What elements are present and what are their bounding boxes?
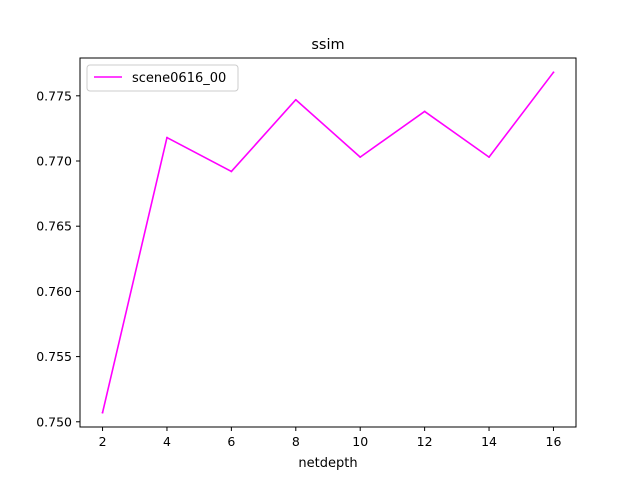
x-tick-label: 2 <box>99 434 107 449</box>
data-point <box>552 71 555 74</box>
y-tick-label: 0.770 <box>36 154 72 169</box>
y-axis: 0.750 0.755 0.760 0.765 0.770 0.775 <box>36 88 80 429</box>
x-tick-label: 12 <box>417 434 433 449</box>
data-point <box>294 98 297 101</box>
data-point <box>230 170 233 173</box>
legend-box <box>86 64 239 92</box>
series-line-0 <box>101 71 555 414</box>
x-tick-label: 14 <box>481 434 497 449</box>
y-tick-label: 0.760 <box>36 284 72 299</box>
y-tick-label: 0.750 <box>36 414 72 429</box>
x-tick-label: 10 <box>352 434 368 449</box>
chart-title: ssim <box>311 37 344 53</box>
legend-label: scene0616_00 <box>132 71 226 86</box>
x-axis-label: netdepth <box>298 456 357 471</box>
x-axis: 2 4 6 8 10 12 14 16 <box>99 427 562 449</box>
x-tick-label: 4 <box>163 434 171 449</box>
plot-area <box>101 71 555 414</box>
data-point <box>488 156 490 158</box>
x-tick-label: 8 <box>292 434 300 449</box>
y-tick-label: 0.765 <box>36 219 72 234</box>
y-tick-label: 0.755 <box>36 349 72 364</box>
legend: scene0616_00 <box>86 64 239 92</box>
x-tick-label: 16 <box>546 434 562 449</box>
y-tick-label: 0.775 <box>36 88 72 103</box>
axes-frame <box>79 57 577 428</box>
data-point <box>423 110 426 113</box>
data-point <box>359 156 362 158</box>
data-point <box>101 411 104 414</box>
x-tick-label: 6 <box>227 434 235 449</box>
data-point <box>166 136 168 139</box>
